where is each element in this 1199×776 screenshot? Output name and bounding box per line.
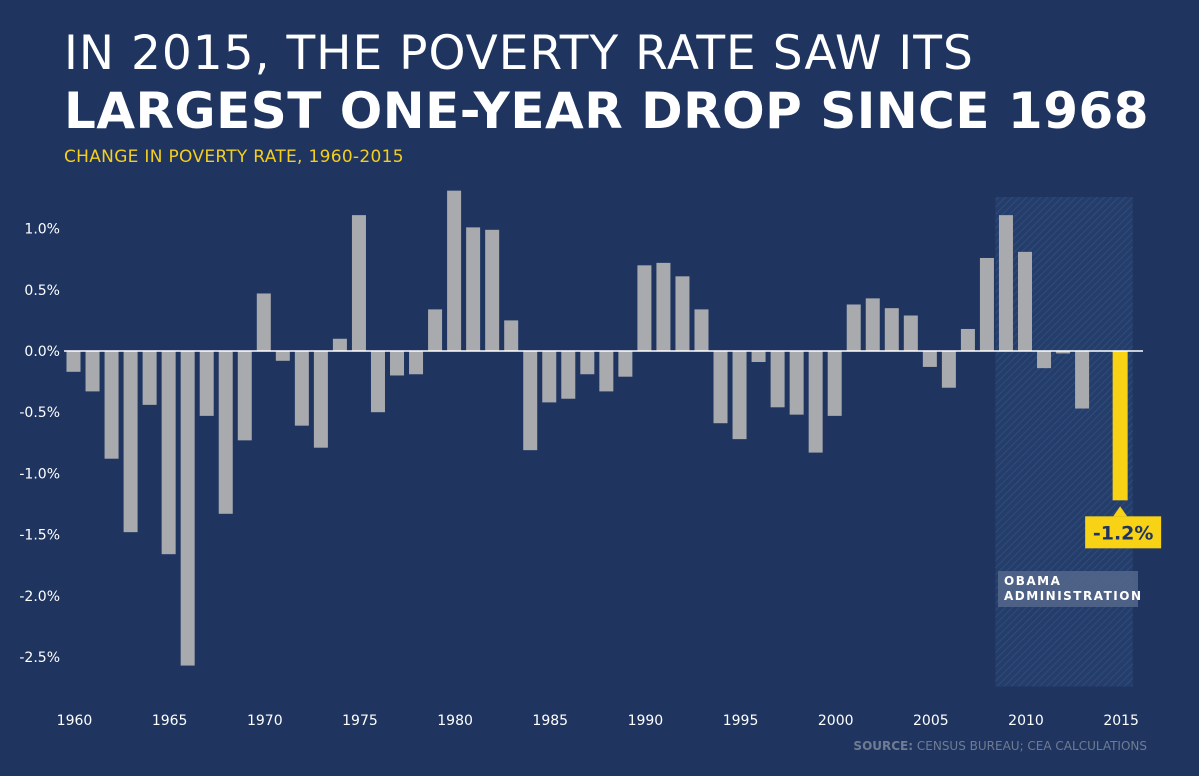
bar-1988 — [599, 351, 614, 392]
bar-1975 — [351, 215, 366, 351]
bar-1981 — [466, 227, 481, 351]
x-tick-label: 2005 — [913, 713, 949, 729]
bar-2000 — [827, 351, 842, 416]
bar-2011 — [1037, 351, 1052, 369]
bar-1979 — [428, 309, 443, 351]
bar-1991 — [656, 262, 671, 351]
y-tick-label: -2.5% — [19, 650, 60, 666]
x-tick-label: 2000 — [818, 713, 854, 729]
bar-2012 — [1056, 351, 1071, 354]
source-label: SOURCE: — [853, 739, 914, 753]
administration-label-line2: ADMINISTRATION — [1004, 589, 1142, 603]
bar-1973 — [313, 351, 328, 448]
y-tick-label: 0.5% — [24, 283, 60, 299]
bar-1964 — [142, 351, 157, 405]
chart-subtitle: CHANGE IN POVERTY RATE, 1960-2015 — [64, 147, 404, 167]
bar-1995 — [732, 351, 747, 440]
x-tick-label: 1965 — [152, 713, 188, 729]
bar-1982 — [485, 229, 500, 351]
x-tick-label: 1970 — [247, 713, 283, 729]
bar-2003 — [884, 308, 899, 351]
bar-1992 — [675, 276, 690, 351]
bar-1967 — [199, 351, 214, 416]
bar-1977 — [390, 351, 405, 376]
chart-title-line2: LARGEST ONE-YEAR DROP SINCE 1968 — [64, 82, 1150, 140]
chart-title-line1: IN 2015, THE POVERTY RATE SAW ITS — [64, 26, 974, 81]
x-tick-label: 1990 — [628, 713, 664, 729]
bar-1987 — [580, 351, 595, 375]
bar-2008 — [979, 257, 994, 351]
x-tick-label: 2015 — [1103, 713, 1139, 729]
x-tick-label: 1985 — [532, 713, 568, 729]
bar-1972 — [294, 351, 309, 426]
x-tick-label: 2010 — [1008, 713, 1044, 729]
bar-1969 — [237, 351, 252, 441]
y-tick-label: 1.0% — [24, 222, 60, 238]
bar-1976 — [370, 351, 385, 413]
y-tick-label: -1.0% — [19, 466, 60, 482]
bar-1993 — [694, 309, 709, 351]
bar-2005 — [922, 351, 937, 367]
bar-2006 — [941, 351, 956, 388]
bar-1978 — [409, 351, 424, 375]
x-tick-label: 1975 — [342, 713, 378, 729]
bar-1971 — [275, 351, 290, 361]
bar-1960 — [66, 351, 81, 372]
y-tick-label: -0.5% — [19, 405, 60, 421]
bar-1974 — [332, 338, 347, 351]
bar-1998 — [789, 351, 804, 415]
bar-1968 — [218, 351, 233, 514]
bar-1997 — [770, 351, 785, 408]
callout-pointer — [1113, 506, 1128, 517]
bar-1970 — [256, 293, 271, 351]
y-tick-label: -1.5% — [19, 528, 60, 544]
bar-1990 — [637, 265, 652, 351]
x-tick-label: 1995 — [723, 713, 759, 729]
bar-2004 — [903, 315, 918, 351]
bar-1985 — [542, 351, 557, 403]
bar-2001 — [846, 304, 861, 351]
bar-1980 — [447, 190, 462, 351]
bar-2009 — [998, 215, 1013, 351]
source-note: SOURCE: CENSUS BUREAU; CEA CALCULATIONS — [853, 739, 1147, 753]
y-tick-label: 0.0% — [24, 344, 60, 360]
administration-label-line1: OBAMA — [1004, 574, 1061, 588]
bar-1994 — [713, 351, 728, 424]
callout-label: -1.2% — [1093, 522, 1154, 544]
bar-1986 — [561, 351, 576, 399]
bar-1999 — [808, 351, 823, 453]
bar-1984 — [523, 351, 538, 451]
bar-1965 — [161, 351, 176, 555]
bar-1963 — [123, 351, 138, 533]
obama-administration-shade — [995, 197, 1133, 687]
bar-1962 — [104, 351, 119, 459]
bar-2010 — [1018, 251, 1032, 351]
bar-2007 — [960, 328, 975, 351]
bar-2013 — [1075, 351, 1090, 409]
bar-2015 — [1112, 351, 1128, 501]
bar-1996 — [751, 351, 766, 363]
bar-1961 — [85, 351, 100, 392]
bar-2002 — [865, 298, 880, 351]
x-tick-label: 1960 — [57, 713, 93, 729]
y-tick-label: -2.0% — [19, 589, 60, 605]
bar-1966 — [180, 351, 195, 666]
bar-1983 — [504, 320, 519, 351]
x-tick-label: 1980 — [437, 713, 473, 729]
callout-box — [1085, 516, 1162, 549]
source-text: CENSUS BUREAU; CEA CALCULATIONS — [913, 739, 1147, 753]
bar-1989 — [618, 351, 633, 377]
administration-label-box — [998, 571, 1138, 607]
